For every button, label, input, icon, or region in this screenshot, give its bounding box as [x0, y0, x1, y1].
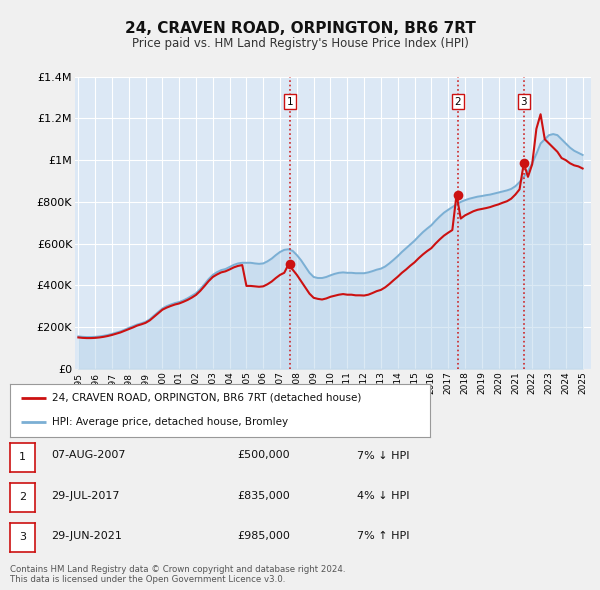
Text: £835,000: £835,000 [237, 491, 290, 500]
Text: Contains HM Land Registry data © Crown copyright and database right 2024.
This d: Contains HM Land Registry data © Crown c… [10, 565, 346, 584]
Text: 1: 1 [19, 453, 26, 462]
Text: 4% ↓ HPI: 4% ↓ HPI [357, 491, 409, 500]
Text: 24, CRAVEN ROAD, ORPINGTON, BR6 7RT (detached house): 24, CRAVEN ROAD, ORPINGTON, BR6 7RT (det… [52, 393, 362, 403]
Text: 3: 3 [520, 97, 527, 107]
Text: 2: 2 [19, 493, 26, 502]
Text: £500,000: £500,000 [237, 451, 290, 460]
Text: 29-JUL-2017: 29-JUL-2017 [51, 491, 119, 500]
Text: 2: 2 [455, 97, 461, 107]
Text: 3: 3 [19, 533, 26, 542]
Text: £985,000: £985,000 [237, 531, 290, 540]
Text: 7% ↓ HPI: 7% ↓ HPI [357, 451, 409, 460]
Text: HPI: Average price, detached house, Bromley: HPI: Average price, detached house, Brom… [52, 417, 289, 427]
Text: 29-JUN-2021: 29-JUN-2021 [51, 531, 122, 540]
Text: 7% ↑ HPI: 7% ↑ HPI [357, 531, 409, 540]
Text: 1: 1 [287, 97, 293, 107]
Text: Price paid vs. HM Land Registry's House Price Index (HPI): Price paid vs. HM Land Registry's House … [131, 37, 469, 50]
Text: 24, CRAVEN ROAD, ORPINGTON, BR6 7RT: 24, CRAVEN ROAD, ORPINGTON, BR6 7RT [125, 21, 475, 35]
Text: 07-AUG-2007: 07-AUG-2007 [51, 451, 125, 460]
